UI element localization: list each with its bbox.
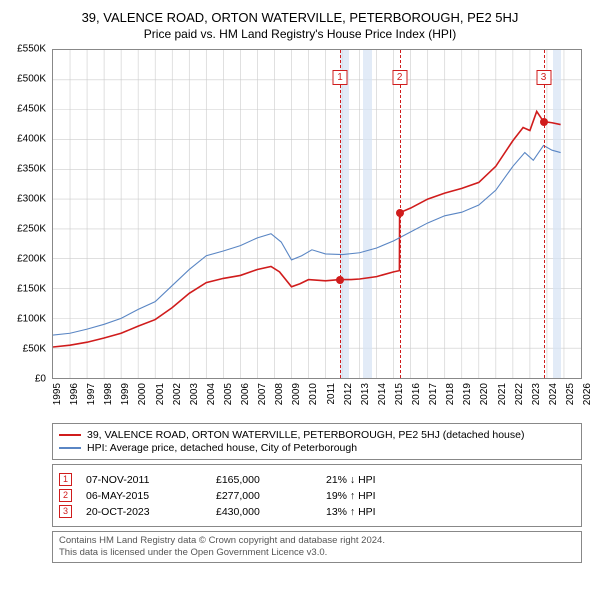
attribution-line2: This data is licensed under the Open Gov…: [59, 547, 575, 559]
x-tick-label: 2004: [206, 383, 217, 405]
sales-marker-icon: 1: [59, 473, 72, 486]
attribution-line1: Contains HM Land Registry data © Crown c…: [59, 535, 575, 547]
legend-swatch: [59, 447, 81, 449]
sub-title: Price paid vs. HM Land Registry's House …: [10, 27, 590, 41]
sales-row: 2 06-MAY-2015£277,00019% ↑ HPI: [59, 489, 575, 502]
legend-item: 39, VALENCE ROAD, ORTON WATERVILLE, PETE…: [59, 429, 575, 441]
x-tick-label: 2018: [445, 383, 456, 405]
x-axis-labels: 1995 1996 1997 1998 1999 2000 2001 2002 2003 2004…: [52, 381, 582, 419]
sales-delta: 13% ↑ HPI: [326, 506, 376, 518]
y-tick-label: £200K: [17, 254, 46, 265]
series-hpi: [53, 145, 561, 335]
y-tick-label: £300K: [17, 194, 46, 205]
x-tick-label: 2021: [497, 383, 508, 405]
x-tick-label: 1998: [103, 383, 114, 405]
sales-date: 07-NOV-2011: [86, 474, 216, 486]
chart: £0£50K£100K£150K£200K£250K£300K£350K£400…: [52, 49, 582, 419]
x-tick-label: 2026: [582, 383, 593, 405]
sale-marker-label: 3: [536, 70, 551, 85]
sales-row: 1 07-NOV-2011£165,00021% ↓ HPI: [59, 473, 575, 486]
y-tick-label: £0: [35, 374, 46, 385]
sale-marker-dot: [540, 118, 548, 126]
sales-price: £165,000: [216, 474, 326, 486]
attribution: Contains HM Land Registry data © Crown c…: [52, 531, 582, 563]
x-tick-label: 2005: [223, 383, 234, 405]
x-tick-label: 1996: [69, 383, 80, 405]
x-tick-label: 2014: [377, 383, 388, 405]
y-tick-label: £450K: [17, 104, 46, 115]
x-tick-label: 2013: [360, 383, 371, 405]
sale-marker-dot: [396, 209, 404, 217]
y-tick-label: £250K: [17, 224, 46, 235]
sale-marker-line: [544, 50, 545, 378]
y-tick-label: £400K: [17, 134, 46, 145]
x-tick-label: 2019: [462, 383, 473, 405]
legend-item: HPI: Average price, detached house, City…: [59, 442, 575, 454]
sale-marker-label: 1: [332, 70, 347, 85]
x-tick-label: 2022: [514, 383, 525, 405]
x-tick-label: 2020: [479, 383, 490, 405]
x-tick-label: 2016: [411, 383, 422, 405]
sales-date: 20-OCT-2023: [86, 506, 216, 518]
x-tick-label: 1995: [52, 383, 63, 405]
legend-label: HPI: Average price, detached house, City…: [87, 442, 357, 454]
sale-marker-label: 2: [392, 70, 407, 85]
sales-table: 1 07-NOV-2011£165,00021% ↓ HPI 2 06-MAY-201…: [52, 464, 582, 527]
title-block: 39, VALENCE ROAD, ORTON WATERVILLE, PETE…: [10, 10, 590, 41]
legend-swatch: [59, 434, 81, 436]
x-tick-label: 2017: [428, 383, 439, 405]
x-tick-label: 2003: [189, 383, 200, 405]
x-tick-label: 1999: [120, 383, 131, 405]
plot-area: 1 2 3: [52, 49, 582, 379]
x-tick-label: 2012: [343, 383, 354, 405]
y-tick-label: £100K: [17, 314, 46, 325]
x-tick-label: 2007: [257, 383, 268, 405]
y-tick-label: £500K: [17, 74, 46, 85]
sales-delta: 21% ↓ HPI: [326, 474, 376, 486]
x-tick-label: 2002: [172, 383, 183, 405]
sales-marker-icon: 2: [59, 489, 72, 502]
y-tick-label: £350K: [17, 164, 46, 175]
x-tick-label: 2025: [565, 383, 576, 405]
y-axis-labels: £0£50K£100K£150K£200K£250K£300K£350K£400…: [8, 49, 48, 379]
y-tick-label: £550K: [17, 44, 46, 55]
x-tick-label: 2024: [548, 383, 559, 405]
sales-marker-icon: 3: [59, 505, 72, 518]
sales-price: £277,000: [216, 490, 326, 502]
y-tick-label: £150K: [17, 284, 46, 295]
sales-date: 06-MAY-2015: [86, 490, 216, 502]
sale-marker-line: [340, 50, 341, 378]
x-tick-label: 2006: [240, 383, 251, 405]
x-tick-label: 2001: [155, 383, 166, 405]
legend: 39, VALENCE ROAD, ORTON WATERVILLE, PETE…: [52, 423, 582, 460]
series-svg: [53, 50, 581, 378]
x-tick-label: 2010: [308, 383, 319, 405]
x-tick-label: 2023: [531, 383, 542, 405]
x-tick-label: 2011: [326, 383, 337, 405]
x-tick-label: 2000: [137, 383, 148, 405]
main-title: 39, VALENCE ROAD, ORTON WATERVILLE, PETE…: [10, 10, 590, 25]
sale-marker-dot: [336, 276, 344, 284]
sales-row: 3 20-OCT-2023£430,00013% ↑ HPI: [59, 505, 575, 518]
y-tick-label: £50K: [23, 344, 46, 355]
x-tick-label: 1997: [86, 383, 97, 405]
series-property: [53, 111, 561, 347]
legend-label: 39, VALENCE ROAD, ORTON WATERVILLE, PETE…: [87, 429, 524, 441]
sales-price: £430,000: [216, 506, 326, 518]
sales-delta: 19% ↑ HPI: [326, 490, 376, 502]
x-tick-label: 2009: [291, 383, 302, 405]
x-tick-label: 2008: [274, 383, 285, 405]
x-tick-label: 2015: [394, 383, 405, 405]
